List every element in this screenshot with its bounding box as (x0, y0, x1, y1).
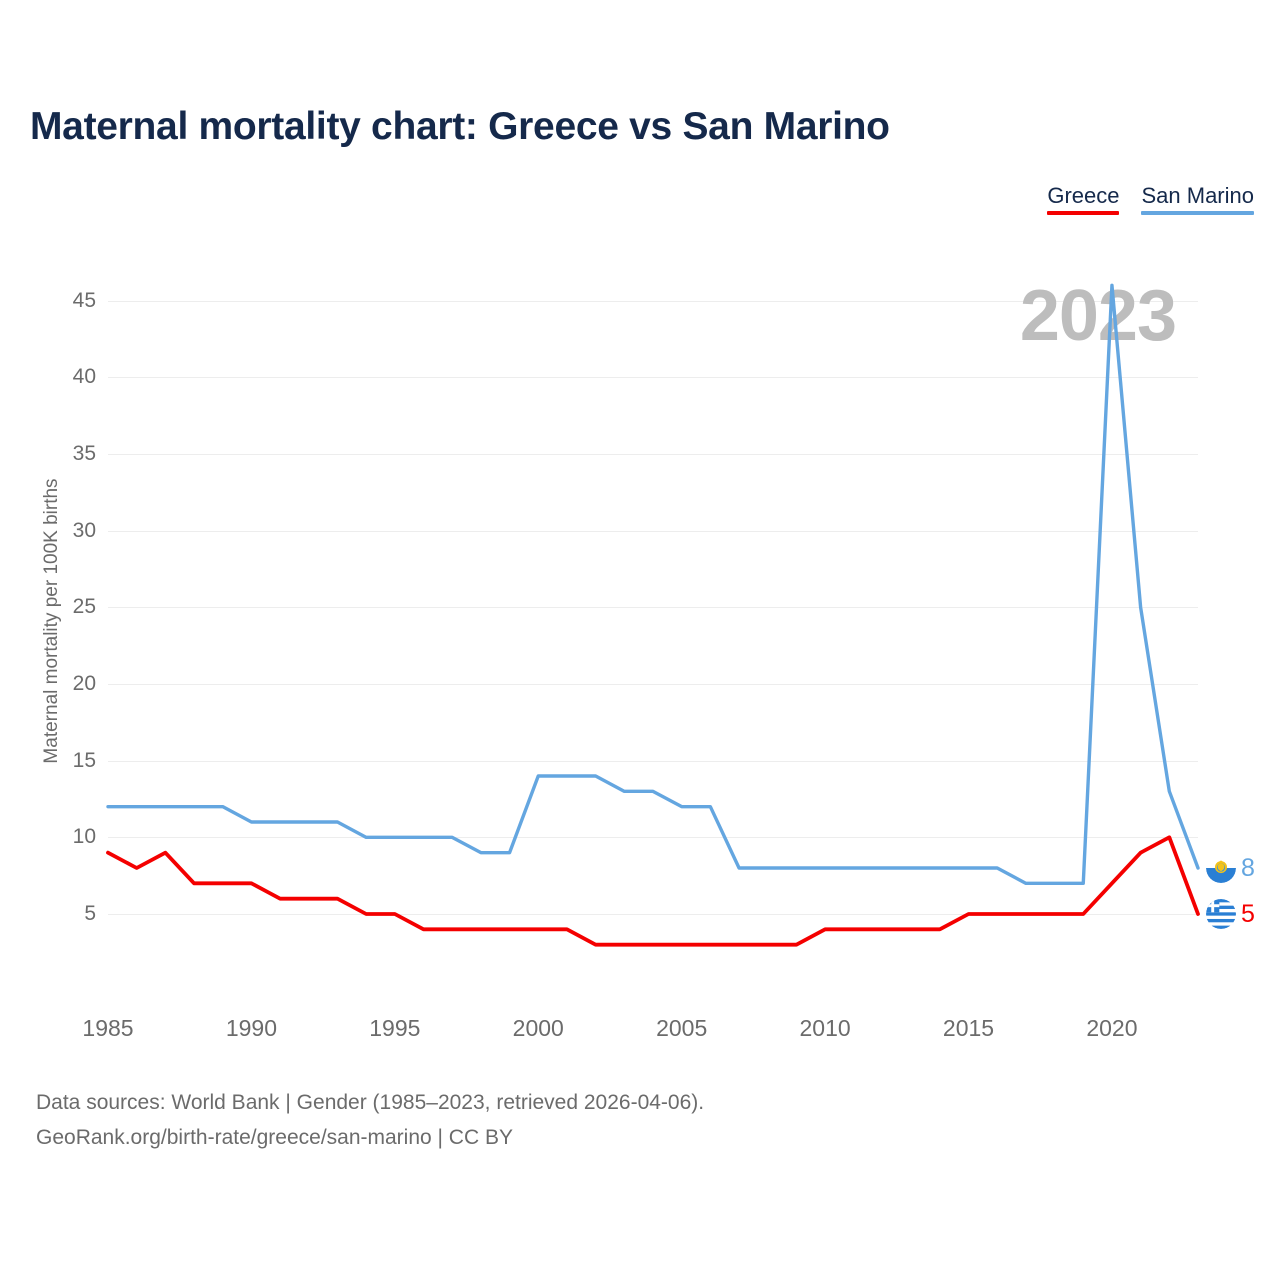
gridline (108, 377, 1198, 379)
line-greece (106, 835, 1200, 947)
x-tick-label: 1995 (369, 1015, 421, 1041)
year-watermark: 2023 (1019, 276, 1177, 356)
gridline (108, 837, 1198, 839)
series-lines (106, 283, 1200, 947)
x-tick-label: 1990 (225, 1015, 277, 1041)
footer-line-1: Data sources: World Bank | Gender (1985–… (36, 1091, 705, 1114)
gridline (108, 914, 1198, 915)
end-label-san-marino: 8 (1206, 853, 1255, 883)
x-tick-label: 1985 (82, 1015, 134, 1041)
footer-line-2: GeoRank.org/birth-rate/greece/san-marino… (36, 1126, 513, 1149)
legend-label-greece: Greece (1047, 183, 1120, 208)
gridline (108, 454, 1198, 455)
gridline (108, 300, 1198, 302)
y-tick-label: 45 (72, 288, 96, 312)
x-tick-label: 2020 (1086, 1015, 1138, 1041)
y-tick-label: 10 (72, 825, 96, 849)
x-tick-label: 2010 (799, 1015, 851, 1041)
x-tick-label: 2005 (656, 1015, 708, 1041)
y-tick-label: 20 (72, 672, 96, 695)
page-title: Maternal mortality chart: Greece vs San … (30, 105, 890, 148)
y-tick-label: 35 (72, 442, 96, 465)
x-tick-label: 2000 (512, 1015, 564, 1041)
y-tick-label: 15 (72, 748, 96, 772)
legend-item-greece[interactable]: Greece (1047, 183, 1120, 215)
san-marino-flag-icon (1206, 853, 1236, 883)
y-axis-label: Maternal mortality per 100K births (41, 478, 62, 764)
legend-item-san-marino[interactable]: San Marino (1141, 184, 1254, 215)
y-tick-label: 40 (72, 365, 96, 389)
greece-flag-icon (1206, 899, 1236, 929)
chart-legend: Greece San Marino (1047, 184, 1254, 215)
gridline (108, 684, 1198, 685)
plot-area: 5 10 15 20 25 30 35 40 45 1985 1990 1995 2000 2005 20… (73, 270, 1255, 1041)
y-tick-label: 25 (72, 595, 96, 619)
legend-swatch-san-marino (1141, 211, 1254, 215)
x-tick-label: 2015 (942, 1015, 995, 1041)
gridline (108, 607, 1198, 609)
line-san-marino (106, 283, 1200, 886)
legend-swatch-greece (1047, 211, 1120, 215)
end-value-greece: 5 (1241, 899, 1255, 928)
gridline (108, 760, 1198, 762)
y-tick-label: 5 (84, 902, 96, 925)
footer-attribution: Data sources: World Bank | Gender (1985–… (36, 1085, 704, 1155)
legend-label-san-marino: San Marino (1141, 183, 1254, 208)
y-tick-label: 30 (72, 518, 96, 542)
end-label-greece: 5 (1206, 899, 1255, 929)
end-value-san-marino: 8 (1241, 853, 1255, 882)
gridline (108, 530, 1198, 532)
